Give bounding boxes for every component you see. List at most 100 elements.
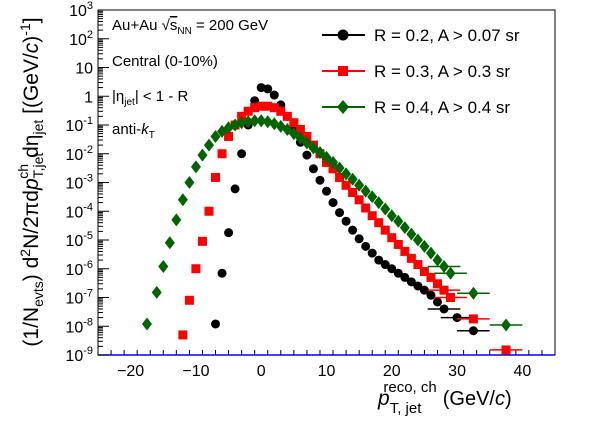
data-point <box>210 129 221 143</box>
y-tick-label: 10-1 <box>65 115 93 135</box>
y-tick-label: 10-9 <box>65 345 93 365</box>
y-tick-label: 10-7 <box>65 288 93 308</box>
y-tick-label: 10-4 <box>65 201 93 221</box>
data-point <box>348 187 358 197</box>
data-point <box>190 160 201 174</box>
data-point <box>406 253 416 263</box>
data-point <box>203 138 214 152</box>
legend-entry-r02: R = 0.2, A > 0.07 sr <box>322 26 520 45</box>
data-point <box>373 196 384 210</box>
data-point <box>335 172 345 182</box>
x-tick-label: 40 <box>513 363 531 380</box>
data-point <box>425 246 436 260</box>
data-point <box>335 208 345 218</box>
annotation-algorithm: anti-kT <box>112 121 155 141</box>
data-point <box>282 111 292 121</box>
data-point <box>393 268 403 278</box>
data-point <box>237 149 247 159</box>
data-point <box>393 239 403 249</box>
data-point <box>211 172 221 182</box>
data-point <box>348 225 358 235</box>
data-point <box>236 116 247 130</box>
data-point <box>501 345 511 355</box>
data-point <box>301 136 312 150</box>
data-point <box>295 124 305 134</box>
data-point <box>419 285 429 295</box>
data-point <box>341 180 351 190</box>
data-point <box>164 236 175 250</box>
series-layer <box>141 83 523 355</box>
data-point <box>322 186 331 196</box>
data-point <box>468 314 478 324</box>
data-point <box>224 228 234 238</box>
y-tick-label: 10 <box>75 61 93 78</box>
data-point <box>432 253 443 267</box>
data-point <box>393 214 404 228</box>
svg-text:pT, jetreco, ch(GeV/c): pT, jetreco, ch(GeV/c) <box>377 379 512 417</box>
series-diamond <box>141 114 523 332</box>
data-point <box>269 90 279 100</box>
legend-label-r04: R = 0.4, A > 0.4 sr <box>374 98 510 117</box>
data-point <box>230 184 240 194</box>
data-point <box>360 184 371 198</box>
data-point <box>158 259 169 273</box>
data-point <box>341 167 352 181</box>
y-tick-label: 102 <box>69 29 93 49</box>
legend: R = 0.2, A > 0.07 sr R = 0.3, A > 0.3 sr… <box>322 26 520 117</box>
data-point <box>446 293 456 302</box>
data-point <box>184 295 194 305</box>
data-point <box>354 195 364 205</box>
data-point <box>380 260 390 270</box>
data-point <box>419 267 429 277</box>
data-point <box>399 221 410 235</box>
data-point <box>347 172 358 186</box>
data-point <box>367 190 378 204</box>
data-point <box>197 148 208 162</box>
data-point <box>468 326 478 336</box>
data-point <box>400 272 410 282</box>
data-point <box>432 279 442 289</box>
data-point <box>328 198 338 208</box>
data-point <box>224 131 234 141</box>
data-point <box>501 318 512 332</box>
data-point <box>184 176 195 189</box>
x-tick-label: −10 <box>182 363 209 380</box>
data-point <box>204 206 214 216</box>
data-point <box>452 313 462 323</box>
x-tick-label: 10 <box>318 363 336 380</box>
annotation-collision: Au+Au √sNN = 200 GeV <box>112 17 268 37</box>
data-point <box>386 209 397 223</box>
data-point <box>468 286 479 300</box>
data-point <box>178 330 188 340</box>
data-point <box>276 106 286 116</box>
y-tick-label: 10-8 <box>65 316 93 336</box>
y-tick-label: 10-6 <box>65 259 93 279</box>
y-axis-title: (1/Nevts) d2N/2πdpT,jetchdηjet [(GeV/c)-… <box>15 17 46 346</box>
annotation-centrality: Central (0-10%) <box>112 53 218 70</box>
data-point <box>367 211 377 221</box>
data-point <box>197 236 207 246</box>
data-point <box>302 150 312 160</box>
data-point <box>315 175 325 185</box>
data-point <box>374 255 384 265</box>
data-point <box>432 297 442 307</box>
annotations: Au+Au √sNN = 200 GeV Central (0-10%) |ηj… <box>112 17 268 141</box>
x-axis-title: pT, jetreco, ch(GeV/c) <box>377 379 512 417</box>
data-point <box>387 233 397 243</box>
data-point <box>250 103 260 113</box>
data-point <box>361 203 371 213</box>
data-point <box>269 103 279 113</box>
data-point <box>269 117 280 131</box>
data-point <box>243 106 253 116</box>
legend-label-r03: R = 0.3, A > 0.3 sr <box>374 62 510 81</box>
data-point <box>426 272 436 282</box>
data-point <box>263 84 273 94</box>
data-point <box>413 260 423 270</box>
data-point <box>177 193 188 207</box>
data-point <box>426 290 436 300</box>
data-point <box>263 101 273 111</box>
data-point <box>191 264 201 274</box>
data-point <box>217 268 227 278</box>
data-point <box>354 234 364 244</box>
tick-marks: −20 −10 0 10 20 30 40 10-9 10-8 10-7 10-6 10-5 10-4 1… <box>65 0 556 380</box>
